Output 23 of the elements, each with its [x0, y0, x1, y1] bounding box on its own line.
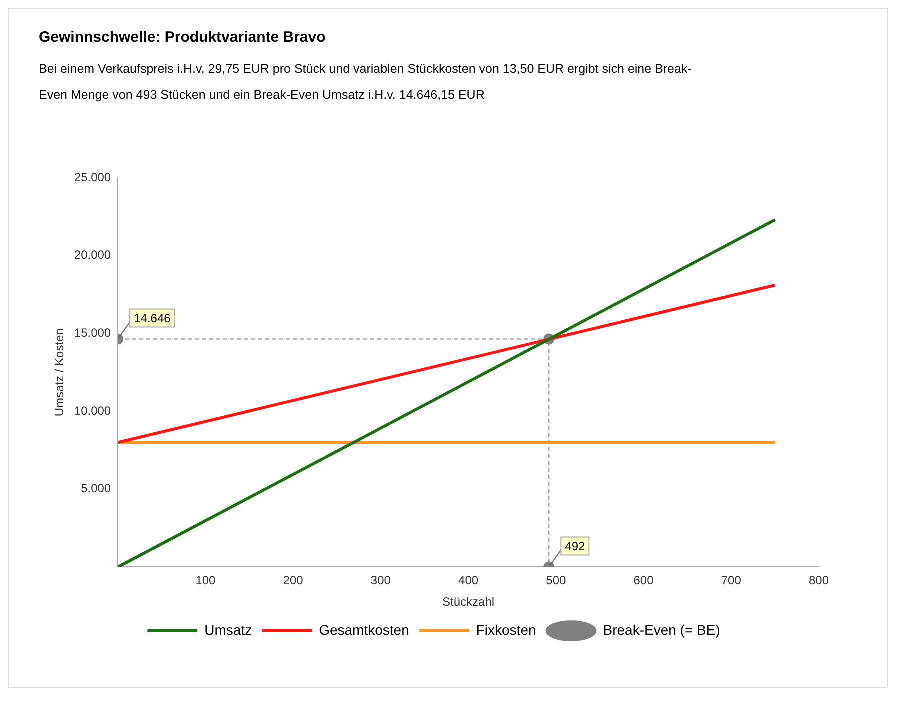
y-tick-label: 20.000	[74, 248, 112, 262]
x-tick-label: 100	[196, 574, 216, 588]
y-axis-title: Umsatz / Kosten	[52, 328, 67, 417]
y-tick-label: 15.000	[74, 326, 112, 340]
x-tick-label: 500	[546, 574, 566, 588]
x-tick-label: 200	[283, 574, 304, 588]
legend-label: Umsatz	[204, 622, 252, 638]
x-tick-label: 800	[808, 574, 830, 588]
y-tick-label: 10.000	[74, 404, 112, 418]
x-axis-title: Stückzahl	[442, 595, 495, 610]
x-tick-label: 600	[634, 574, 654, 588]
x-tick-label: 300	[370, 574, 392, 588]
annotation: 492	[565, 540, 586, 554]
chart-subtitle: Bei einem Verkaufspreis i.H.v. 29,75 EUR pro Stück und variablen Stückkosten von 13,50 EUR ergibt sich eine Break-Even Menge von 493 Stücken und ein Break-Even Umsatz i.H.v. 14.646,15 EUR	[39, 61, 693, 104]
y-tick-label: 25.000	[74, 170, 112, 184]
y-tick-label: 5.000	[81, 482, 112, 496]
x-tick-label: 400	[458, 574, 479, 588]
legend-label: Fixkosten	[476, 622, 536, 638]
chart-title: Gewinnschwelle: Produktvariante Bravo	[39, 29, 327, 46]
annotation: 14.646	[134, 312, 172, 326]
legend-label: Break-Even (= BE)	[603, 622, 720, 638]
legend-label: Gesamtkosten	[319, 622, 410, 638]
x-tick-label: 700	[721, 574, 742, 588]
